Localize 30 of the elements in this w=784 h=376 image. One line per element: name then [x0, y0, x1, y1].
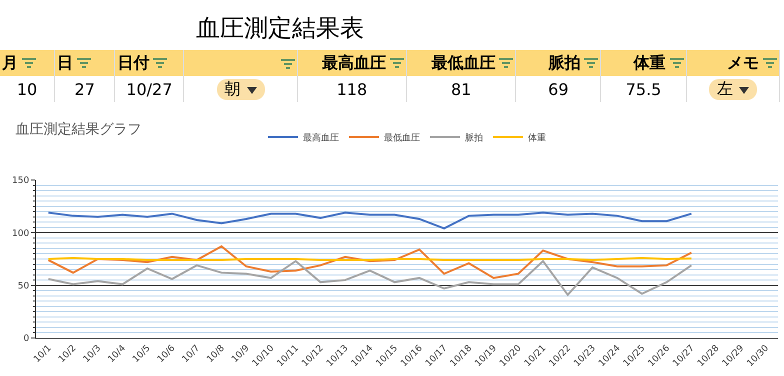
- text: 血圧測定結果表: [195, 13, 365, 44]
- text: 日付: [117, 52, 150, 72]
- text: 27: [74, 80, 95, 98]
- legend-label: 最低血圧: [384, 132, 420, 144]
- text: 朝: [224, 78, 241, 98]
- legend-label: 最高血圧: [303, 132, 339, 144]
- text: 最高血圧: [322, 52, 386, 72]
- line-series: [47, 260, 692, 296]
- y-tick-label: 150: [12, 176, 30, 186]
- text: 左: [716, 78, 733, 98]
- line-series: [47, 212, 692, 230]
- y-tick-label: 0: [23, 334, 30, 344]
- text: 75.5: [626, 80, 662, 98]
- chart-title: 血圧測定結果グラフ: [16, 122, 142, 138]
- text: 10/27: [126, 80, 172, 98]
- text: 脈拍: [548, 52, 580, 72]
- y-tick-label: 50: [18, 281, 30, 292]
- text: 118: [336, 80, 368, 98]
- text: 69: [548, 80, 569, 98]
- text: 日: [57, 52, 74, 72]
- line-series: [47, 245, 692, 279]
- text: メモ: [727, 52, 759, 72]
- legend-label: 体重: [528, 132, 546, 144]
- text: 体重: [634, 52, 666, 72]
- y-tick-label: 100: [12, 228, 30, 239]
- text: 月: [2, 52, 18, 72]
- text: 10: [16, 80, 38, 98]
- legend-label: 脈拍: [465, 132, 483, 144]
- text: 81: [450, 80, 472, 98]
- text: 最低血圧: [431, 52, 496, 72]
